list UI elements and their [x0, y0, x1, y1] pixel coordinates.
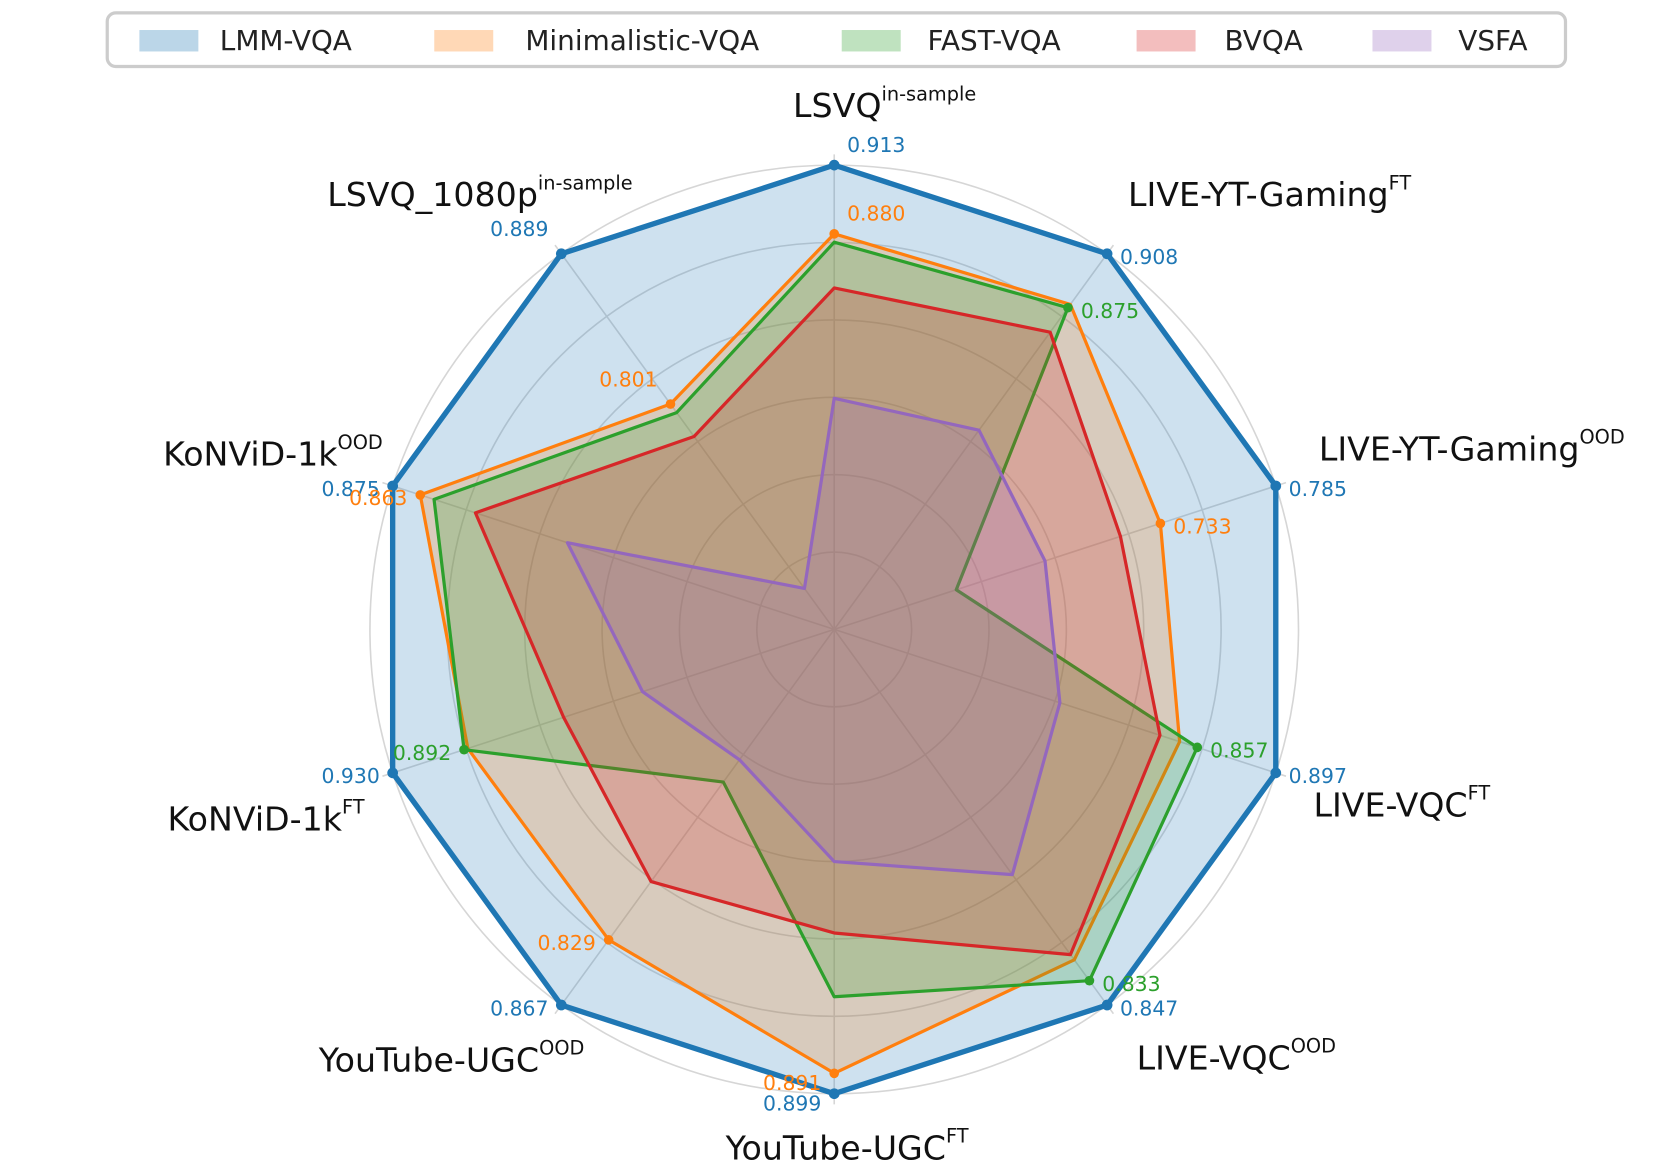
value-label: 0.875	[321, 477, 379, 501]
axis-label: KoNViD-1kOOD	[163, 430, 383, 473]
value-label: 0.857	[1210, 739, 1268, 763]
axis-label-sup: OOD	[1291, 1034, 1336, 1057]
value-label: 0.880	[847, 202, 905, 226]
data-point	[829, 229, 840, 239]
data-point	[828, 159, 840, 171]
legend-label: Minimalistic-VQA	[525, 24, 759, 57]
axis-label-sup: OOD	[1579, 425, 1624, 448]
data-point	[603, 935, 614, 945]
data-point	[1084, 975, 1095, 986]
spoke	[833, 481, 1287, 631]
spoke	[833, 628, 1115, 1015]
axis-label-name: LSVQ_1080p	[327, 175, 538, 214]
data-point	[415, 490, 426, 500]
axis-label-sup: OOD	[338, 430, 383, 453]
axis-label: LIVE-YT-GamingOOD	[1319, 425, 1625, 468]
data-point	[387, 767, 399, 779]
legend-label: BVQA	[1225, 24, 1303, 57]
axis-label-name: KoNViD-1k	[168, 799, 343, 838]
legend-swatch	[1372, 30, 1432, 52]
data-point	[1270, 767, 1282, 779]
value-label: 0.875	[1081, 299, 1139, 323]
legend-box	[105, 11, 1568, 69]
axis-label: LSVQ_1080pin-sample	[327, 171, 632, 214]
axis-label-sup: FT	[946, 1124, 969, 1147]
data-point	[555, 248, 567, 260]
value-label: 0.897	[1289, 764, 1347, 788]
axis-label: LIVE-YT-GamingFT	[1128, 171, 1411, 214]
axis-label-name: LSVQ	[793, 86, 881, 125]
value-label: 0.889	[490, 217, 548, 241]
data-point	[459, 744, 469, 755]
legend-label: FAST-VQA	[928, 24, 1061, 57]
data-point	[1101, 999, 1113, 1011]
axis-label-name: LIVE-YT-Gaming	[1128, 175, 1389, 214]
axis-label-name: KoNViD-1k	[163, 434, 338, 473]
value-label: 0.833	[1102, 972, 1160, 996]
axis-label-name: LIVE-YT-Gaming	[1319, 429, 1580, 468]
spoke	[554, 628, 835, 1015]
axis-label-sup: in-sample	[881, 82, 976, 105]
value-label: 0.930	[321, 764, 379, 788]
data-point	[1101, 248, 1113, 260]
axis-label-sup: FT	[1389, 171, 1412, 194]
axis-label: KoNViD-1kFT	[168, 795, 365, 838]
value-label: 0.863	[349, 486, 407, 510]
axis-label: YouTube-UGCFT	[725, 1124, 969, 1165]
value-label: 0.785	[1289, 477, 1347, 501]
axis-label: YouTube-UGCOOD	[318, 1036, 585, 1079]
legend-swatch	[434, 30, 494, 52]
value-label: 0.733	[1173, 515, 1231, 539]
value-label: 0.913	[847, 133, 905, 157]
legend-label: VSFA	[1458, 24, 1527, 57]
value-label: 0.908	[1120, 245, 1178, 269]
axis-label-sup: OOD	[539, 1036, 584, 1059]
data-point	[555, 999, 567, 1011]
series-area	[432, 240, 1199, 999]
axis-label-name: YouTube-UGC	[318, 1040, 539, 1079]
axis-label-name: LIVE-VQC	[1137, 1038, 1291, 1077]
axis-label-sup: FT	[1468, 781, 1491, 804]
value-label: 0.829	[538, 931, 596, 955]
axis-label: LSVQin-sample	[793, 82, 976, 125]
data-point	[387, 480, 399, 492]
data-point	[1192, 742, 1203, 753]
legend-swatch	[841, 30, 901, 52]
axis-label: LIVE-VQCFT	[1314, 781, 1491, 824]
value-label: 0.892	[393, 741, 451, 765]
axis-label-sup: FT	[342, 795, 365, 818]
data-point	[829, 1068, 840, 1079]
axis-label-name: YouTube-UGC	[725, 1128, 946, 1165]
legend-swatch	[1136, 30, 1196, 52]
data-point	[828, 1088, 840, 1100]
value-label: 0.847	[1120, 996, 1178, 1020]
legend-label: LMM-VQA	[220, 24, 352, 57]
spoke	[382, 481, 835, 631]
value-label: 0.867	[490, 996, 548, 1020]
data-point	[1063, 302, 1073, 313]
legend-swatch	[139, 30, 199, 52]
axis-label-name: LIVE-VQC	[1314, 785, 1468, 824]
axis-label-sup: in-sample	[538, 171, 633, 194]
data-point	[665, 399, 676, 409]
axis-label: LIVE-VQCOOD	[1137, 1034, 1336, 1077]
value-label: 0.891	[763, 1071, 821, 1095]
value-label: 0.801	[599, 367, 657, 391]
data-point	[1270, 480, 1282, 492]
value-label: 0.899	[763, 1091, 821, 1115]
data-point	[1155, 518, 1166, 529]
series-area	[565, 396, 1062, 877]
spoke	[382, 628, 835, 777]
series-area	[473, 286, 1162, 957]
